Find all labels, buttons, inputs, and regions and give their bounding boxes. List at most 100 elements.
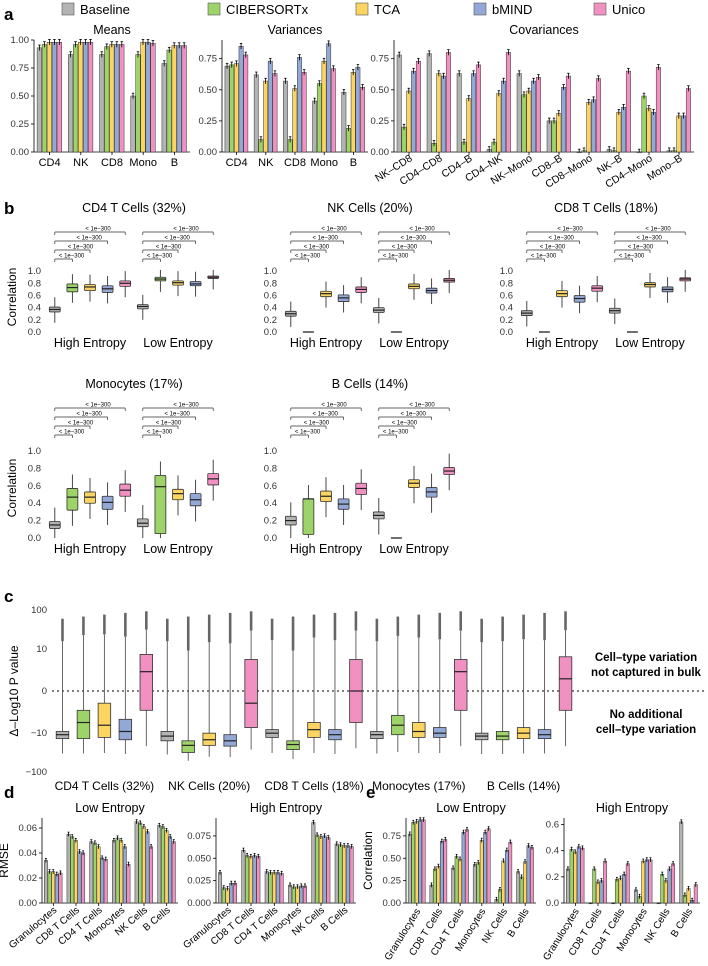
y-tick-label: 1.0 <box>28 446 41 457</box>
chart-a-means: Means Correlation 0.00 0.25 0.50 0.75 1.00 CD4 N… <box>0 23 190 169</box>
bar-unico <box>279 873 284 904</box>
bar-bmind <box>51 41 57 153</box>
legend-label-baseline: Baseline <box>80 2 130 17</box>
bar-bmind <box>526 845 531 904</box>
y-axis-title: Δ–Log10 P value <box>7 645 21 737</box>
x-tick-label: Mono <box>310 157 338 169</box>
bar-tca <box>234 63 239 153</box>
y-tick-label: 0 <box>42 686 47 697</box>
group-label: High Entropy <box>290 542 363 556</box>
bar-cibersortx <box>592 868 597 904</box>
y-tick-label: 0.000 <box>187 898 211 909</box>
x-tick-label: B Cells <box>506 907 532 940</box>
chart-title: Means <box>93 23 131 37</box>
bar-unico <box>88 41 94 153</box>
bar-tca <box>342 845 347 904</box>
bar-tca <box>436 73 442 153</box>
bar-unico <box>349 846 354 904</box>
y-tick-label: 0.0 <box>264 327 277 338</box>
bar-unico <box>256 856 261 904</box>
bar-bmind <box>461 832 466 904</box>
bar-bmind <box>238 45 244 153</box>
y-tick-label: 0.6 <box>546 820 559 831</box>
chart-e-low: Low EntropyCorrelation0.000.250.500.75Gr… <box>361 801 536 963</box>
bar-baseline <box>157 825 162 904</box>
bar-baseline <box>636 151 642 154</box>
chart-title: CD4 T Cells (32%) <box>82 201 186 215</box>
bar-baseline <box>426 53 432 153</box>
chart-title: Low Entropy <box>75 801 145 815</box>
bar-cibersortx <box>569 849 574 904</box>
y-tick-label: 0.00 <box>371 147 390 158</box>
p-value-label: < 1e−300 <box>295 430 321 436</box>
bar-bmind <box>54 874 59 904</box>
p-value-label: < 1e−300 <box>549 236 575 242</box>
bar-tca <box>248 856 253 904</box>
bar-cibersortx <box>433 868 437 904</box>
bar-cibersortx <box>315 834 320 904</box>
y-axis-title: Correlation <box>5 459 19 518</box>
bar-tca <box>171 45 177 153</box>
bar-unico <box>330 68 336 153</box>
box-cibersortx <box>286 740 300 750</box>
bar-unico <box>603 860 608 904</box>
y-tick-label: 0.0 <box>28 533 41 544</box>
bar-bmind <box>345 845 350 904</box>
y-tick-label: 0.8 <box>264 463 277 474</box>
group-label: High Entropy <box>54 336 127 350</box>
y-tick-label: 0.25 <box>11 119 30 130</box>
bar-cibersortx <box>245 855 250 904</box>
p-value-label: < 1e−300 <box>77 412 103 418</box>
chart-a-covariances: Covariances0.000.250.500.75NK–CD8CD4–CD8… <box>371 23 694 191</box>
bar-bmind <box>501 80 507 153</box>
bar-unico <box>530 847 534 904</box>
bar-tca <box>109 44 115 153</box>
bar-cibersortx <box>291 886 296 904</box>
y-tick-label: 0.0 <box>28 327 41 338</box>
bar-bmind <box>297 57 302 153</box>
bar-bmind <box>275 872 280 904</box>
p-value-label: < 1e−300 <box>401 412 427 418</box>
bar-tca <box>263 80 269 153</box>
bar-unico <box>580 847 585 904</box>
bar-tca <box>46 41 52 153</box>
group-label: High Entropy <box>54 542 127 556</box>
bar-cibersortx <box>476 862 481 904</box>
bar-baseline <box>546 120 552 153</box>
bar-bmind <box>122 846 127 904</box>
chart-b-b: B Cells (14%) 0.0 0.2 0.4 0.6 0.8 1.0 High Entr… <box>264 377 456 556</box>
bar-unico <box>126 864 131 904</box>
bar-baseline <box>456 73 462 153</box>
chart-title: CD8 T Cells (18%) <box>554 201 658 215</box>
p-value-label: < 1e−300 <box>645 227 671 233</box>
bar-unico <box>326 837 331 904</box>
bar-unico <box>103 859 108 904</box>
bar-cibersortx <box>454 856 459 904</box>
y-tick-label: 0.2 <box>264 315 277 326</box>
y-tick-label: 0.6 <box>28 290 41 301</box>
x-tick-label: CD4 <box>39 157 61 169</box>
chart-b-cd8: CD8 T Cells (18%) 0.00.20.4 0.60.81.0 High … <box>500 201 692 350</box>
legend-swatch-baseline <box>61 2 75 16</box>
y-tick-label: 0.6 <box>264 290 277 301</box>
bar-cibersortx <box>70 836 75 904</box>
chart-d-high: High Entropy0.0000.0250.0500.075Granuloc… <box>181 801 356 951</box>
bar-tca <box>526 90 532 153</box>
box-tca <box>97 702 112 738</box>
panel-letter-b: b <box>4 199 14 218</box>
p-value-label: < 1e−300 <box>85 403 111 409</box>
p-value-label: < 1e−300 <box>409 227 435 233</box>
bar-baseline <box>566 868 570 904</box>
p-value-label: < 1e−300 <box>619 254 645 260</box>
bar-tca <box>321 60 327 153</box>
p-value-label: < 1e−300 <box>313 412 339 418</box>
p-value-label: < 1e−300 <box>383 430 409 436</box>
bar-tca <box>556 113 562 153</box>
bar-tca <box>595 881 600 904</box>
bar-bmind <box>322 835 327 904</box>
bar-unico <box>149 846 154 904</box>
bar-bmind <box>299 885 304 904</box>
x-tick-label: CD4 <box>226 157 248 169</box>
bar-baseline <box>429 884 434 904</box>
